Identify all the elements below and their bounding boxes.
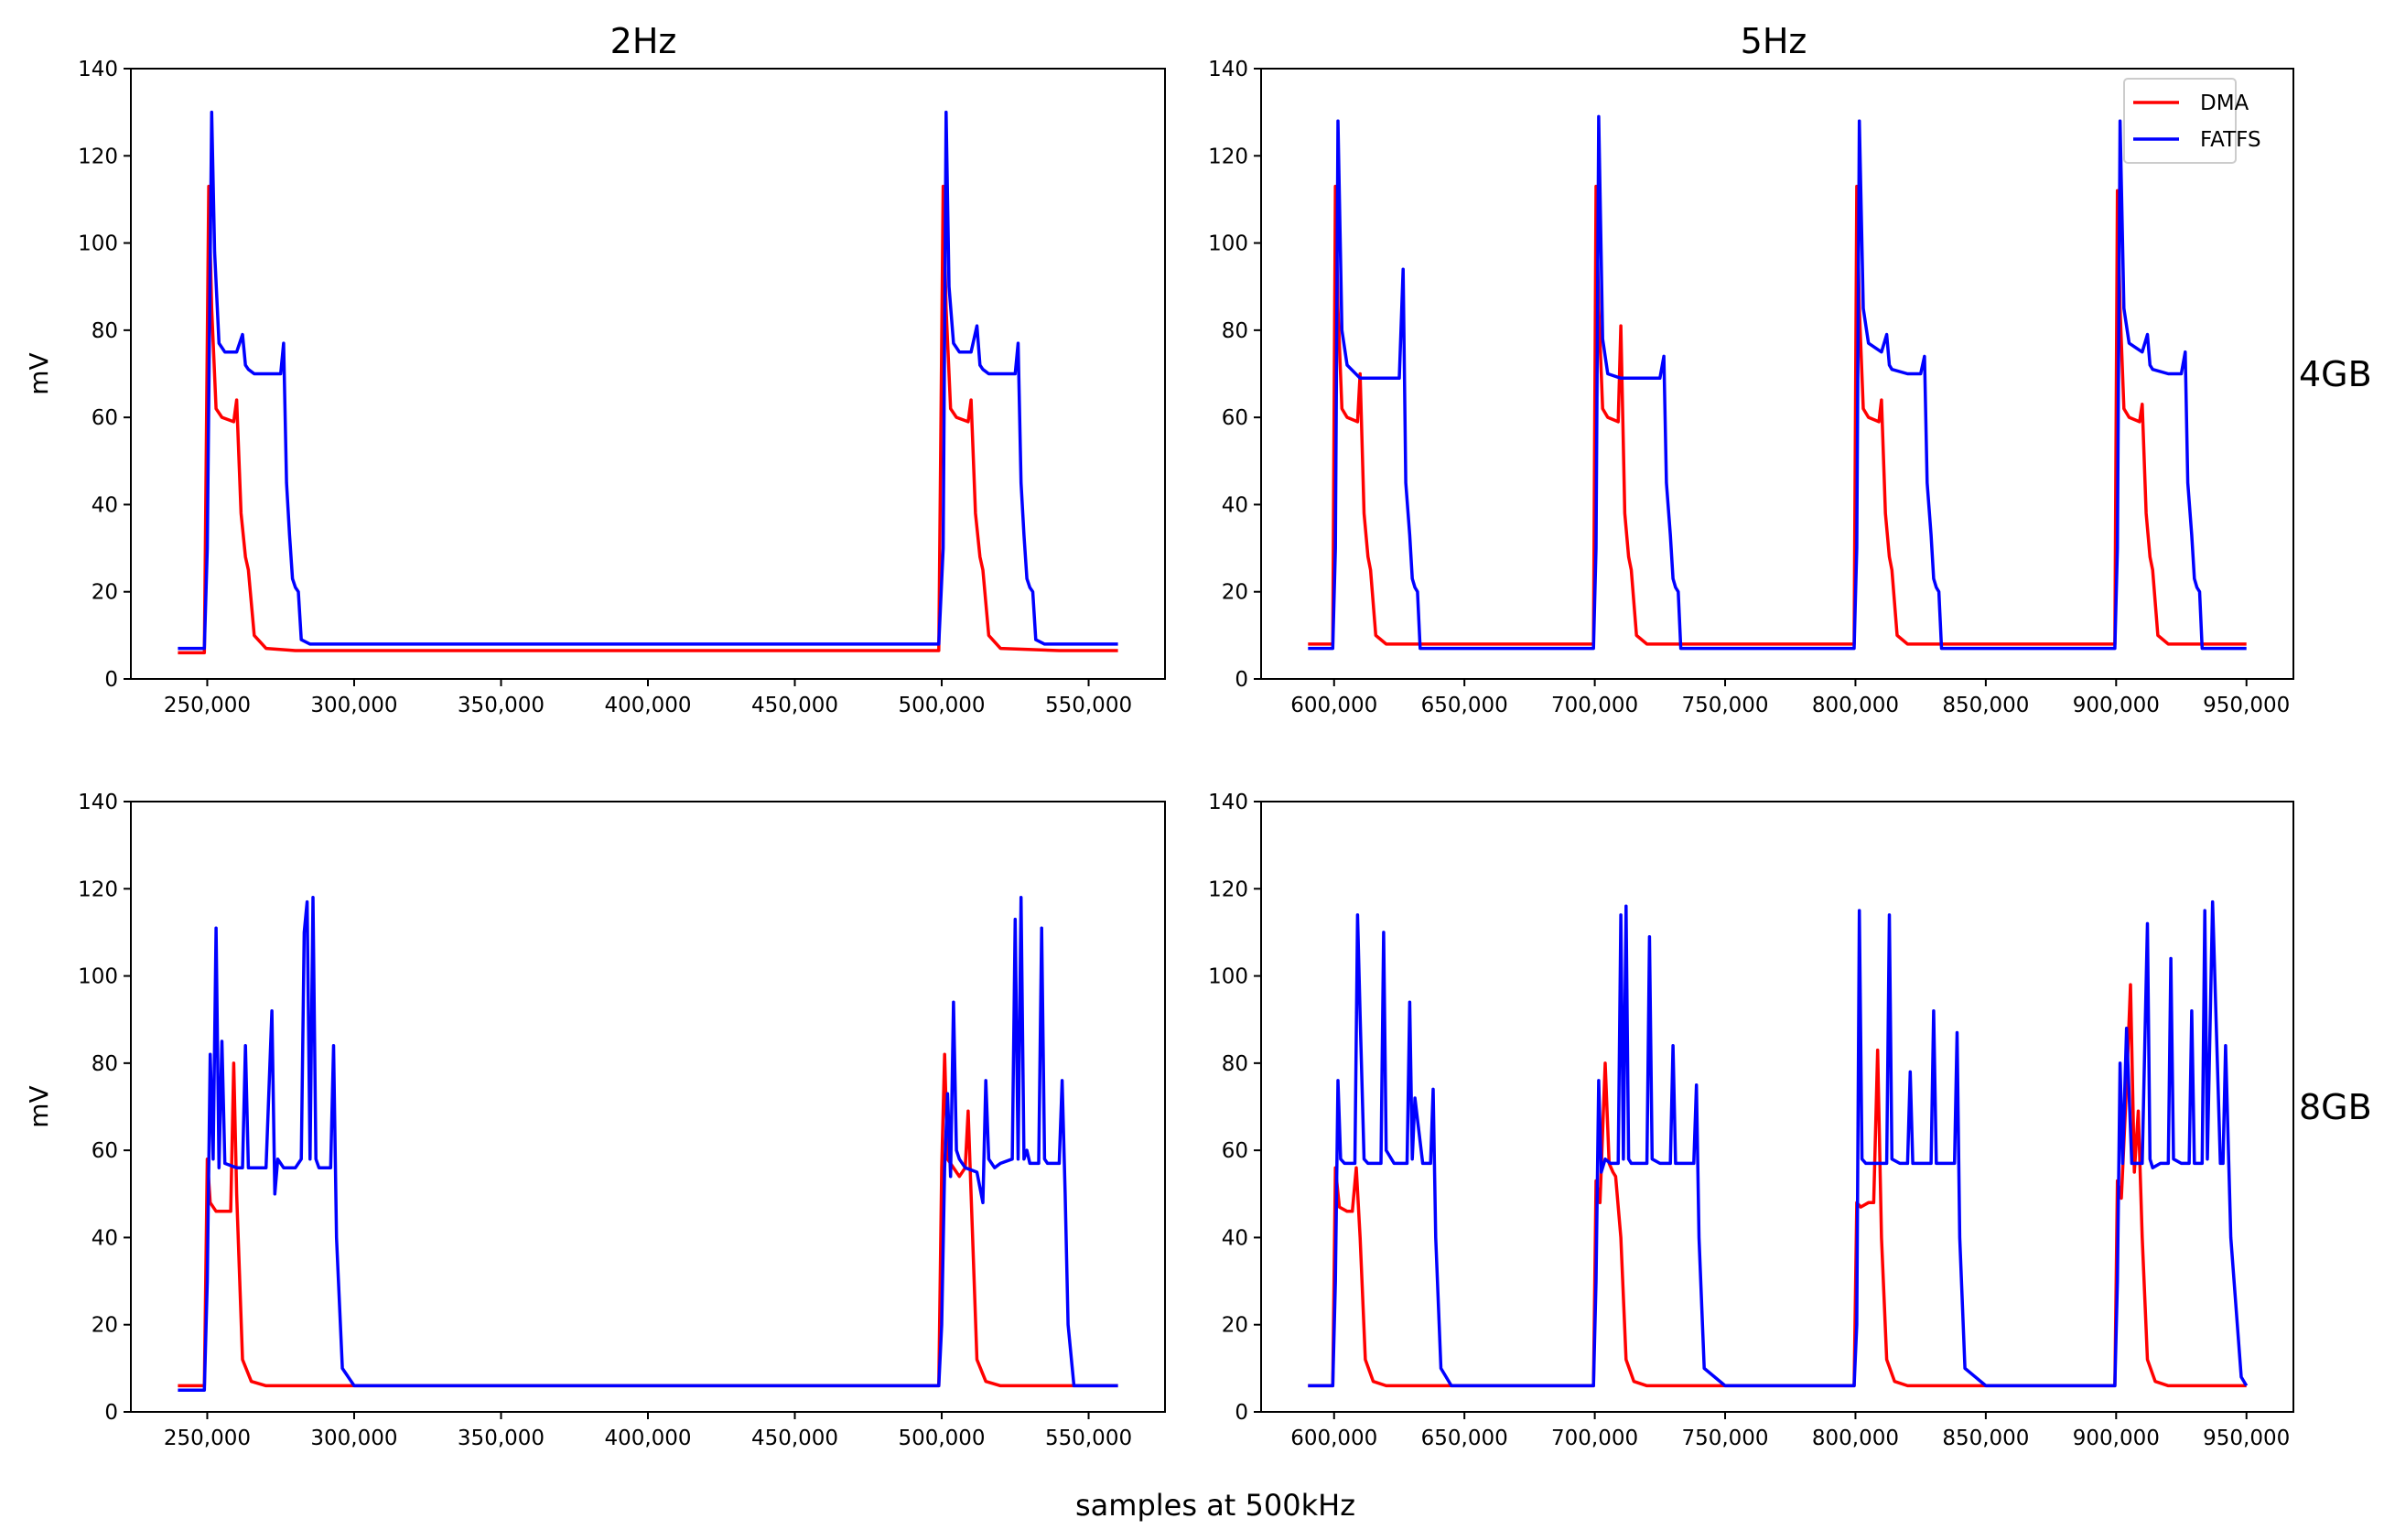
y-tick-label: 0	[1235, 1401, 1248, 1425]
x-tick-label: 600,000	[1290, 694, 1377, 717]
series-line-fatfs	[1308, 899, 2249, 1388]
y-tick-label: 60	[92, 1139, 118, 1163]
y-axis-label: mV	[24, 352, 54, 394]
x-tick-label: 850,000	[1942, 1427, 2029, 1450]
series-line-dma	[178, 184, 1118, 655]
y-tick-label: 140	[1208, 791, 1248, 814]
x-tick-label: 750,000	[1681, 694, 1768, 717]
y-tick-label: 120	[1208, 878, 1248, 901]
x-tick-label: 900,000	[2073, 694, 2160, 717]
y-tick-label: 0	[104, 668, 118, 692]
x-tick-label: 800,000	[1812, 1427, 1899, 1450]
y-tick-label: 0	[1235, 668, 1248, 692]
x-tick-label: 950,000	[2203, 1427, 2290, 1450]
x-tick-label: 350,000	[458, 694, 545, 717]
col-title-5hz: 5Hz	[1741, 21, 1807, 61]
x-tick-label: 550,000	[1045, 694, 1132, 717]
x-tick-label: 850,000	[1942, 694, 2029, 717]
x-tick-label: 550,000	[1045, 1427, 1132, 1450]
panel-1: 0 20 40 60 80 100 120 140 250,000 300,000 350,000 4…	[24, 58, 1166, 717]
x-tick-label: 300,000	[310, 694, 397, 717]
legend: DMA FATFS	[2123, 78, 2261, 164]
panel-4: 0 20 40 60 80 100 120 140 600,000 650,000 700,000 7…	[1208, 791, 2294, 1450]
y-tick-label: 80	[92, 319, 118, 343]
row-label-4gb: 4GB	[2299, 354, 2372, 394]
y-tick-label: 100	[1208, 232, 1248, 256]
y-tick-label: 120	[1208, 145, 1248, 168]
plot-frame	[1260, 68, 2294, 680]
y-tick-label: 100	[78, 232, 118, 256]
x-tick-label: 250,000	[164, 694, 251, 717]
y-tick-label: 140	[78, 791, 118, 814]
x-tick-label: 500,000	[898, 1427, 985, 1450]
y-tick-label: 40	[92, 493, 118, 517]
x-tick-label: 450,000	[751, 1427, 838, 1450]
panels: 0 20 40 60 80 100 120 140 250,000 300,000 350,000 4…	[24, 58, 2294, 1450]
y-tick-label: 80	[1222, 319, 1248, 343]
x-tick-label: 300,000	[310, 1427, 397, 1450]
x-axis-label: samples at 500kHz	[1075, 1488, 1355, 1523]
y-tick-label: 20	[92, 581, 118, 605]
y-tick-label: 80	[92, 1052, 118, 1076]
y-tick-label: 20	[1222, 1314, 1248, 1338]
x-tick-label: 800,000	[1812, 694, 1899, 717]
legend-box	[2123, 78, 2237, 164]
y-tick-label: 40	[1222, 1226, 1248, 1250]
series-line-fatfs	[178, 110, 1118, 651]
x-tick-label: 250,000	[164, 1427, 251, 1450]
x-tick-label: 650,000	[1421, 1427, 1508, 1450]
y-tick-label: 40	[1222, 493, 1248, 517]
x-tick-label: 350,000	[458, 1427, 545, 1450]
x-tick-label: 500,000	[898, 694, 985, 717]
y-tick-label: 100	[1208, 965, 1248, 989]
y-axis-label: mV	[24, 1085, 54, 1127]
y-tick-label: 120	[78, 878, 118, 901]
x-tick-label: 700,000	[1551, 694, 1638, 717]
y-tick-label: 40	[92, 1226, 118, 1250]
y-tick-label: 140	[78, 58, 118, 81]
y-tick-label: 120	[78, 145, 118, 168]
x-tick-label: 450,000	[751, 694, 838, 717]
x-tick-label: 400,000	[604, 694, 691, 717]
x-tick-label: 950,000	[2203, 694, 2290, 717]
y-tick-label: 60	[1222, 1139, 1248, 1163]
x-tick-label: 750,000	[1681, 1427, 1768, 1450]
y-tick-label: 20	[1222, 581, 1248, 605]
x-tick-label: 400,000	[604, 1427, 691, 1450]
panel-3: 0 20 40 60 80 100 120 140 250,000 300,000 350,000 4…	[24, 791, 1166, 1450]
panel-2: 0 20 40 60 80 100 120 140 600,000 650,000 700,000 7…	[1208, 58, 2294, 717]
series-line-dma	[178, 1052, 1118, 1388]
plot-frame	[1260, 801, 2294, 1413]
y-tick-label: 20	[92, 1314, 118, 1338]
y-tick-label: 80	[1222, 1052, 1248, 1076]
series-line-dma	[1308, 983, 2247, 1388]
series-line-fatfs	[178, 896, 1118, 1392]
y-tick-label: 0	[104, 1401, 118, 1425]
series-line-dma	[1308, 184, 2247, 646]
x-tick-label: 600,000	[1290, 1427, 1377, 1450]
x-tick-label: 900,000	[2073, 1427, 2160, 1450]
y-tick-label: 100	[78, 965, 118, 989]
x-tick-label: 650,000	[1421, 694, 1508, 717]
plot-frame	[130, 801, 1166, 1413]
y-tick-label: 140	[1208, 58, 1248, 81]
legend-label-dma: DMA	[2200, 92, 2249, 115]
y-tick-label: 60	[92, 406, 118, 430]
row-label-8gb: 8GB	[2299, 1087, 2372, 1127]
x-tick-label: 700,000	[1551, 1427, 1638, 1450]
col-title-2hz: 2Hz	[610, 21, 677, 61]
y-tick-label: 60	[1222, 406, 1248, 430]
legend-label-fatfs: FATFS	[2200, 128, 2261, 152]
series-line-fatfs	[1308, 114, 2247, 651]
